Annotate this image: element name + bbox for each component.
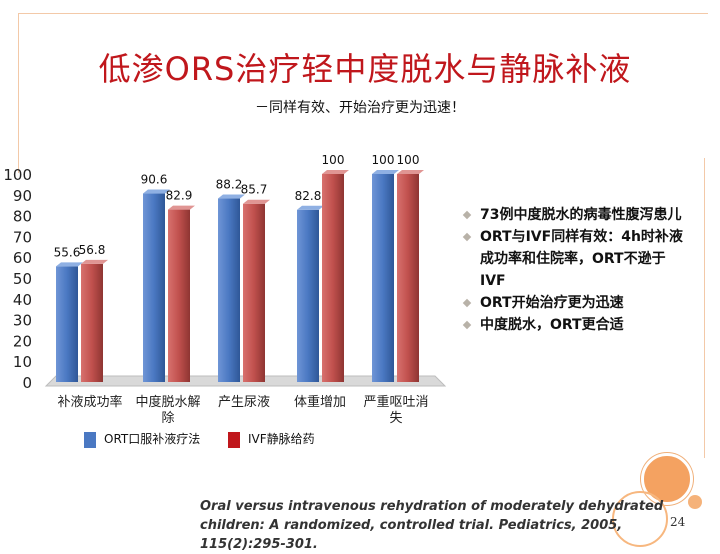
bar-ort — [56, 266, 78, 382]
bar-top-face — [56, 262, 83, 267]
y-tick-label: 20 — [13, 332, 32, 350]
bar-top-face — [168, 205, 195, 210]
y-tick-label: 60 — [13, 249, 32, 267]
decorative-circle-small — [688, 495, 702, 509]
bar-top-face — [297, 205, 324, 210]
bar-value-label: 100 — [322, 153, 345, 167]
bullet-item: ORT开始治疗更为迅速 — [462, 292, 712, 314]
slide-title: 低渗ORS治疗轻中度脱水与静脉补液 — [98, 50, 632, 88]
bullet-item: 成功率和住院率，ORT不逊于 — [480, 251, 666, 267]
bar-value-label: 90.6 — [141, 173, 168, 187]
x-category-label: 体重增加 — [294, 394, 346, 410]
bar-ivf — [168, 209, 190, 382]
bar-ort — [218, 198, 240, 382]
y-axis: 0 10 20 30 40 50 60 70 80 90 100 — [3, 166, 32, 392]
bar-ort — [143, 193, 165, 382]
y-tick-label: 80 — [13, 208, 32, 226]
bar-value-label: 82.9 — [166, 189, 193, 203]
y-tick-label: 30 — [13, 312, 32, 330]
x-category-label: 中度脱水解除 — [135, 394, 200, 426]
bullet-item: 73例中度脱水的病毒性腹泻患儿 — [462, 204, 712, 226]
citation: Oral versus intravenous rehydration of m… — [200, 499, 664, 552]
bullet-list: 73例中度脱水的病毒性腹泻患儿 ORT与IVF同样有效：4h时补液成功率和住院率，… — [462, 204, 712, 336]
bullet-item: 中度脱水，ORT更合适 — [462, 314, 712, 336]
y-tick-label: 100 — [3, 166, 32, 184]
legend-item-ort: ORT口服补液疗法 — [84, 430, 200, 448]
bar-ort — [372, 174, 394, 382]
legend-label-ort: ORT口服补液疗法 — [104, 432, 201, 446]
legend-swatch-ivf — [228, 431, 240, 448]
bar-top-face — [397, 170, 424, 174]
legend-item-ivf: IVF静脉给药 — [228, 430, 315, 448]
y-tick-label: 70 — [13, 228, 32, 246]
bar-value-label: 56.8 — [79, 243, 106, 257]
x-category-label: 产生尿液 — [218, 395, 270, 410]
bar-top-face — [243, 199, 270, 204]
bar-value-label: 85.7 — [241, 183, 268, 197]
bar-ivf — [397, 174, 419, 382]
y-tick-label: 0 — [22, 374, 32, 392]
x-category-label: 补液成功率 — [57, 394, 122, 410]
bar-value-label: 100 — [397, 153, 420, 167]
frame-left-line — [18, 13, 19, 173]
bar-ivf — [81, 263, 103, 382]
bar-value-label: 82.8 — [295, 189, 322, 203]
bar-top-face — [218, 194, 245, 199]
bar-top-face — [81, 259, 108, 264]
y-tick-label: 90 — [13, 187, 32, 205]
x-axis-categories: 补液成功率 中度脱水解除 产生尿液 体重增加 严重呕吐消失 — [57, 394, 428, 426]
bullet-item: ORT与IVF同样有效：4h时补液 — [462, 226, 712, 248]
y-tick-label: 40 — [13, 291, 32, 309]
bar-ivf — [243, 203, 265, 382]
bar-chart: 0 10 20 30 40 50 60 70 80 90 100 55.656.8 90.6 82.9 8… — [3, 153, 447, 426]
bar-top-face — [322, 170, 349, 174]
bar-value-label: 100 — [372, 153, 395, 167]
page-number: 24 — [670, 515, 686, 529]
bar-ivf — [322, 174, 344, 382]
frame-top-line — [18, 13, 708, 14]
bar-ort — [297, 209, 319, 382]
legend-label-ivf: IVF静脉给药 — [248, 432, 315, 446]
x-category-label: 严重呕吐消失 — [363, 394, 428, 426]
bar-top-face — [372, 170, 399, 174]
bullet-item: IVF — [480, 273, 506, 289]
y-tick-label: 10 — [13, 353, 32, 371]
bar-value-label: 88.2 — [216, 178, 243, 192]
bar-top-face — [143, 189, 170, 194]
y-tick-label: 50 — [13, 270, 32, 288]
slide-subtitle: －同样有效、开始治疗更为迅速！ — [255, 100, 465, 116]
bar-value-label: 55.6 — [54, 245, 81, 259]
legend-swatch-ort — [84, 431, 96, 448]
